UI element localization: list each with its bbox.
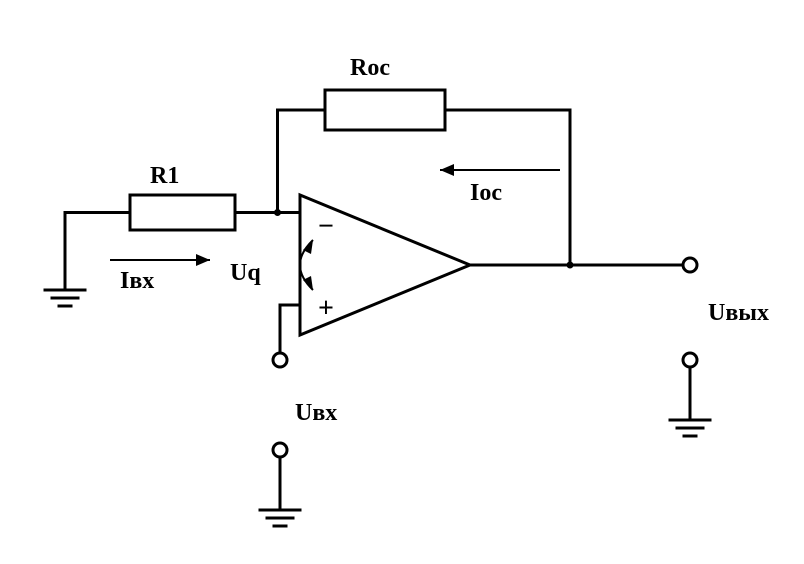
label-ibx: Iвх (120, 268, 154, 294)
opamp-minus: − (318, 211, 334, 242)
label-roc: Roc (350, 55, 390, 81)
label-ubix: Uвых (708, 300, 769, 326)
label-uq: Uq (230, 260, 261, 286)
opamp-plus: + (318, 293, 334, 324)
label-r1: R1 (150, 163, 179, 189)
label-ioc: Ioc (470, 180, 502, 206)
label-ubx: Uвх (295, 400, 337, 426)
